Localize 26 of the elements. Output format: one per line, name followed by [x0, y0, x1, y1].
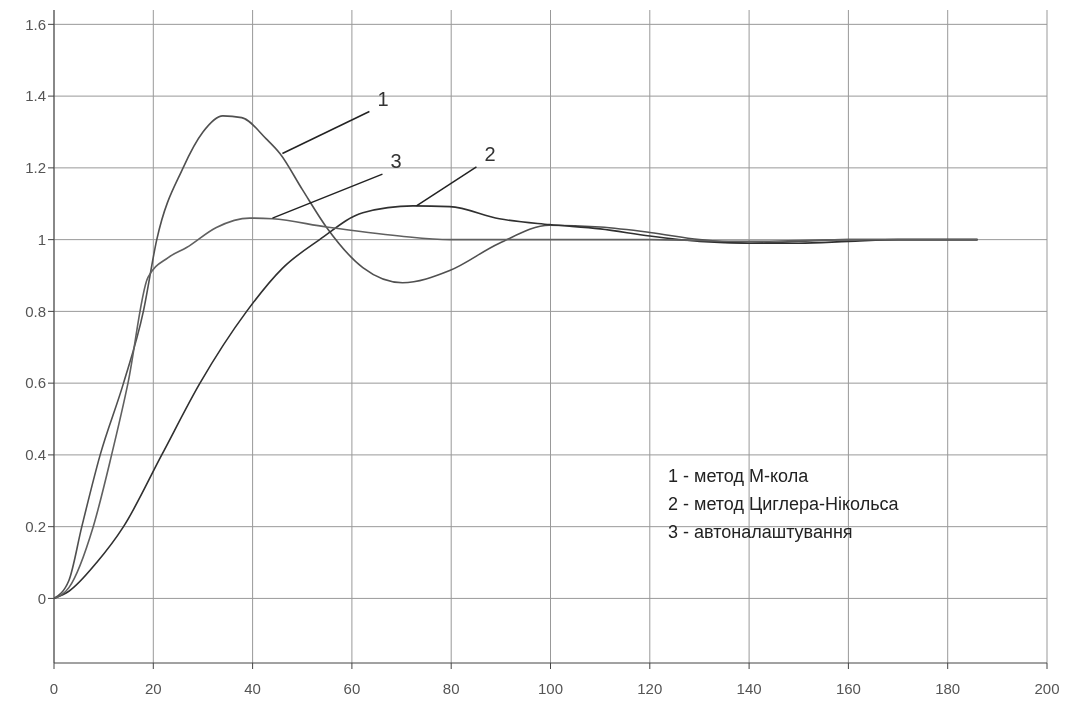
- y-tick-label: 1.6: [25, 15, 46, 33]
- annotation: 2 - метод Циглера-Нікольса: [668, 493, 899, 516]
- y-tick-label: 1.2: [25, 159, 46, 177]
- x-tick-label: 160: [835, 679, 861, 697]
- x-tick-label: 140: [736, 679, 762, 697]
- y-tick-label: 0.2: [25, 517, 46, 535]
- x-tick-label: 80: [442, 679, 460, 697]
- x-tick-label: 200: [1034, 679, 1060, 697]
- x-tick-label: 60: [343, 679, 361, 697]
- y-tick-label: 0.6: [25, 374, 46, 392]
- annotation: 1: [377, 87, 389, 110]
- annotation: 1 - метод М-кола: [668, 465, 810, 488]
- x-tick-label: 120: [637, 679, 663, 697]
- y-tick-label: 0: [37, 589, 46, 607]
- x-tick-label: 0: [49, 679, 59, 697]
- x-tick-label: 40: [244, 679, 261, 697]
- annotation: 3 - автоналаштування: [668, 521, 854, 544]
- x-tick-label: 100: [537, 679, 564, 697]
- y-tick-label: 0.4: [25, 446, 46, 464]
- y-tick-label: 0.8: [25, 302, 46, 320]
- x-tick-label: 180: [935, 679, 961, 697]
- annotation: 2: [484, 142, 496, 165]
- annotation: 3: [390, 150, 402, 173]
- x-tick-label: 20: [144, 679, 162, 697]
- y-tick-label: 1: [37, 230, 46, 248]
- y-tick-label: 1.4: [25, 87, 46, 105]
